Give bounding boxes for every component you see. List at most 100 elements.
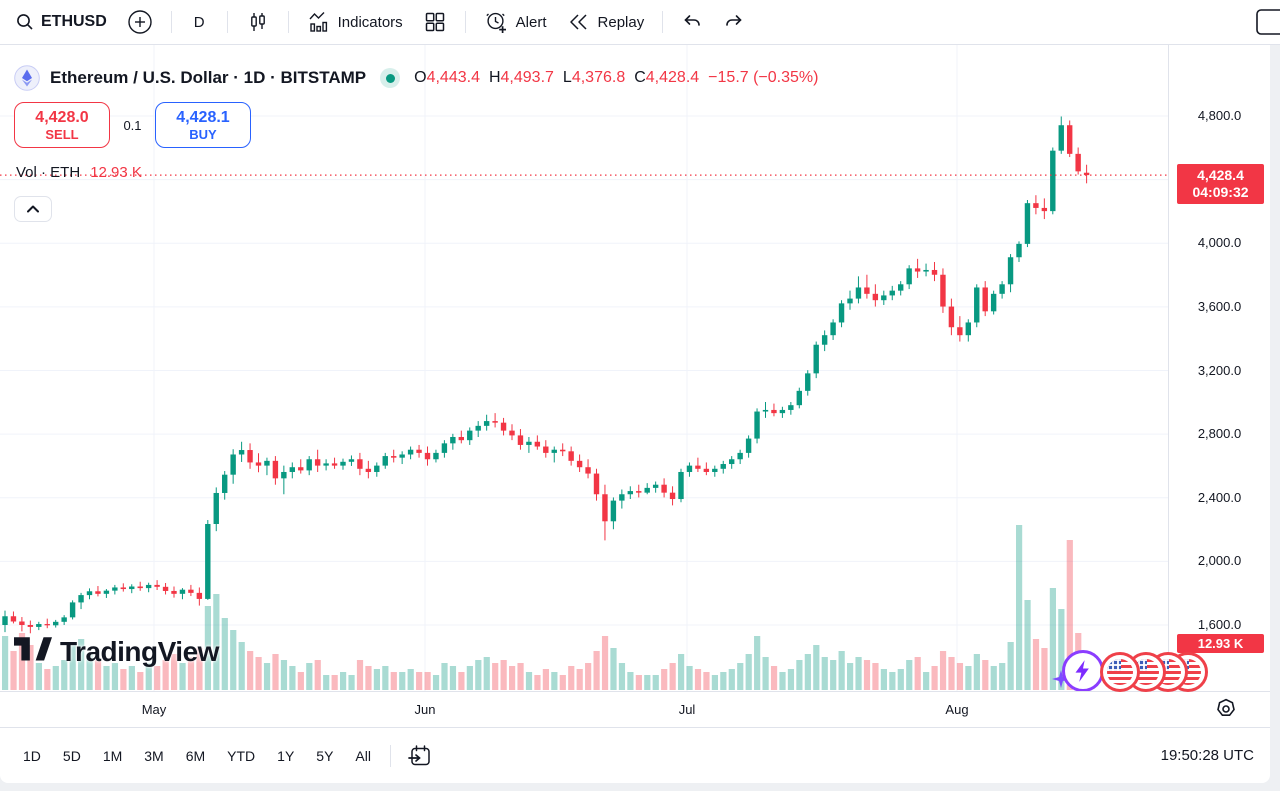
- chart-style-button[interactable]: [238, 4, 278, 40]
- range-button-all[interactable]: All: [355, 747, 371, 764]
- collapse-legend-button[interactable]: [14, 196, 52, 222]
- volume-bar: [1024, 600, 1031, 690]
- watermark-text: TradingView: [60, 636, 219, 667]
- symbol-legend: Ethereum / U.S. Dollar · 1D · BITSTAMP O…: [14, 65, 818, 91]
- chart-pane[interactable]: Ethereum / U.S. Dollar · 1D · BITSTAMP O…: [0, 45, 1270, 727]
- time-axis-label-jul[interactable]: Jul: [678, 702, 696, 717]
- symbol-search-button[interactable]: ETHUSD: [8, 7, 115, 37]
- volume-label: Vol · ETH: [16, 164, 81, 181]
- time-axis-label-aug[interactable]: Aug: [945, 702, 969, 717]
- volume-bar: [745, 654, 752, 690]
- volume-bar: [373, 669, 380, 690]
- candle-body: [281, 471, 287, 479]
- time-axis-label-may[interactable]: May: [141, 702, 167, 717]
- promo-icons[interactable]: [1052, 646, 1222, 698]
- price-axis[interactable]: 4,428.4 04:09:32 12.93 K 4,800.0 4,000.0 3…: [1168, 45, 1270, 691]
- candlestick-chart[interactable]: [0, 45, 1270, 727]
- time-axis[interactable]: May Jun Jul Aug: [0, 691, 1270, 727]
- volume-bar: [661, 669, 668, 690]
- candle-body: [10, 616, 17, 622]
- chevron-up-icon: [27, 205, 39, 213]
- timezone-clock[interactable]: 19:50:28 UTC: [1160, 747, 1254, 764]
- candle-body: [754, 411, 760, 439]
- redo-button[interactable]: [715, 5, 753, 39]
- volume-bar: [838, 651, 845, 690]
- candle-body: [534, 441, 541, 447]
- volume-legend[interactable]: Vol · ETH 12.93 K: [16, 164, 142, 181]
- volume-bar: [593, 651, 600, 690]
- candle-body: [289, 467, 295, 472]
- volume-bar: [204, 606, 211, 690]
- panel-icon-partial[interactable]: [1256, 9, 1280, 40]
- candle-body: [982, 287, 988, 312]
- high-value: 4,493.7: [500, 69, 554, 86]
- volume-bar: [213, 594, 220, 690]
- candle-body: [162, 586, 169, 591]
- candle-body: [314, 459, 321, 466]
- market-status-dot[interactable]: [380, 68, 401, 88]
- go-to-date-button[interactable]: [401, 739, 439, 773]
- range-button-5y[interactable]: 5Y: [316, 747, 334, 764]
- volume-bar: [424, 672, 431, 690]
- candle-body: [399, 454, 405, 458]
- volume-bar: [644, 675, 651, 690]
- volume-bar: [1049, 588, 1056, 690]
- volume-bar: [939, 651, 947, 690]
- tradingview-logo-icon: [14, 637, 52, 667]
- volume-bar: [483, 657, 490, 690]
- alert-button[interactable]: Alert: [476, 4, 555, 41]
- volume-bar: [306, 663, 313, 690]
- chart-region: Ethereum / U.S. Dollar · 1D · BITSTAMP O…: [0, 45, 1280, 727]
- symbol-title[interactable]: Ethereum / U.S. Dollar · 1D · BITSTAMP: [50, 68, 367, 87]
- candle-body: [669, 492, 676, 500]
- volume-bar: [1016, 525, 1023, 690]
- volume-bar: [120, 669, 127, 690]
- candle-body: [695, 465, 701, 469]
- volume-bar: [407, 669, 414, 690]
- toolbar-separator: [662, 11, 664, 33]
- range-button-1m[interactable]: 1M: [102, 747, 123, 764]
- interval-button[interactable]: D: [193, 13, 205, 31]
- date-range-buttons: 1D 5D 1M 3M 6M YTD 1Y 5Y All: [14, 742, 380, 770]
- range-button-1y[interactable]: 1Y: [277, 747, 295, 764]
- range-button-6m[interactable]: 6M: [185, 747, 206, 764]
- volume-bar: [517, 663, 524, 690]
- sell-price: 4,428.0: [35, 109, 89, 126]
- settings-gear-icon[interactable]: [1214, 697, 1238, 726]
- range-button-ytd[interactable]: YTD: [227, 747, 256, 764]
- candle-body: [450, 436, 456, 444]
- time-axis-label-jun[interactable]: Jun: [414, 702, 436, 717]
- indicators-button[interactable]: Indicators: [299, 4, 411, 40]
- volume-value: 12.93 K: [90, 164, 142, 181]
- candle-body: [78, 595, 84, 603]
- volume-badge: 12.93 K: [1177, 634, 1264, 653]
- volume-bar: [737, 663, 744, 690]
- ohlc-values: O4,443.4 H4,493.7 L4,376.8 C4,428.4 −15.…: [414, 69, 818, 87]
- volume-bar: [982, 660, 989, 690]
- compare-add-button[interactable]: [119, 3, 161, 41]
- candle-body: [830, 322, 836, 336]
- volume-bar: [694, 669, 702, 690]
- last-price-badge: 4,428.4 04:09:32: [1177, 164, 1264, 205]
- range-button-3m[interactable]: 3M: [144, 747, 164, 764]
- change-value: −15.7 (−0.35%): [708, 69, 819, 86]
- sell-button[interactable]: 4,428.0 SELL: [14, 102, 110, 148]
- volume-bar: [52, 666, 59, 690]
- layout-templates-button[interactable]: [415, 4, 455, 40]
- volume-bar: [221, 618, 228, 690]
- buy-button[interactable]: 4,428.1 BUY: [155, 102, 251, 148]
- range-button-5d[interactable]: 5D: [62, 747, 81, 764]
- candle-body: [729, 459, 735, 465]
- range-button-1d[interactable]: 1D: [23, 747, 41, 764]
- candle-body: [965, 322, 971, 336]
- volume-bar: [10, 651, 17, 690]
- candle-body: [129, 586, 135, 590]
- volume-bar: [35, 663, 42, 690]
- volume-bar: [255, 657, 262, 690]
- undo-button[interactable]: [673, 5, 711, 39]
- candle-body: [61, 617, 67, 622]
- indicators-icon: [307, 10, 331, 34]
- replay-button[interactable]: Replay: [559, 4, 653, 40]
- candle-body: [53, 621, 59, 626]
- bottom-toolbar: 1D 5D 1M 3M 6M YTD 1Y 5Y All 19:50:28 UTC: [0, 727, 1270, 783]
